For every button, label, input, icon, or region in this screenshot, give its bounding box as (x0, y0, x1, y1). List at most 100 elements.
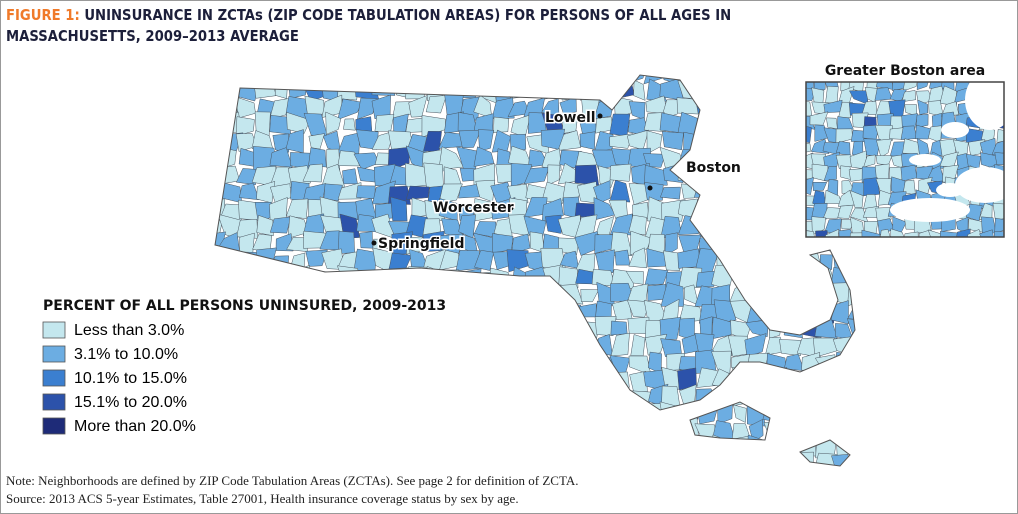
zcta-cell (563, 383, 580, 404)
zcta-cell (627, 129, 650, 151)
zcta-cell (327, 417, 344, 444)
zcta-cell (615, 406, 632, 427)
zcta-cell (511, 318, 528, 335)
zcta-cell (215, 315, 226, 342)
zcta-cell (710, 184, 737, 205)
zcta-cell (781, 453, 801, 466)
zcta-cell (215, 349, 223, 373)
zcta-cell (664, 232, 678, 257)
zcta-cell (729, 112, 747, 135)
zcta-cell (766, 470, 782, 492)
zcta-cell (731, 452, 753, 466)
zcta-cell (863, 154, 876, 168)
zcta-cell (798, 418, 818, 444)
zcta-cell (801, 385, 819, 408)
zcta-cell (575, 349, 599, 372)
zcta-cell (541, 285, 561, 303)
zcta-cell (663, 250, 683, 271)
zcta-cell (356, 185, 376, 200)
zcta-cell (218, 250, 240, 272)
zcta-cell (765, 215, 785, 238)
zcta-cell (629, 370, 648, 393)
zcta-cell (731, 423, 751, 444)
zcta-cell (357, 421, 379, 442)
zcta-cell (323, 317, 339, 336)
zcta-cell (353, 75, 375, 84)
zcta-cell (799, 282, 816, 304)
zcta-cell (901, 90, 917, 103)
zcta-cell (438, 183, 463, 204)
zcta-cell (745, 80, 769, 102)
zcta-cell (490, 435, 512, 457)
zcta-cell (890, 228, 905, 237)
zcta-cell (270, 266, 293, 288)
zcta-cell (609, 75, 634, 83)
zcta-cell (695, 455, 716, 466)
zcta-cell (353, 315, 376, 341)
zcta-cell (321, 75, 345, 85)
zcta-cell (766, 353, 788, 375)
zcta-cell (644, 453, 666, 466)
zcta-cell (215, 389, 222, 409)
zcta-cell (391, 315, 406, 336)
zcta-cell (557, 130, 582, 151)
zcta-cell (215, 75, 222, 86)
zcta-cell (255, 384, 273, 410)
zcta-cell (765, 146, 788, 169)
zcta-cell (783, 201, 804, 223)
zcta-cell (848, 401, 855, 420)
zcta-cell (474, 316, 499, 337)
zcta-cell (491, 97, 515, 119)
zcta-cell (762, 400, 786, 424)
zcta-cell (696, 470, 714, 492)
zcta-cell (797, 404, 818, 424)
zcta-cell (764, 182, 783, 205)
zcta-cell (460, 304, 479, 322)
zcta-cell (915, 124, 933, 140)
source: Source: 2013 ACS 5-year Estimates, Table… (6, 491, 519, 506)
zcta-cell (337, 437, 359, 459)
zcta-cell (425, 75, 441, 81)
zcta-cell (405, 78, 428, 100)
zcta-cell (626, 470, 649, 493)
zcta-cell (340, 367, 361, 391)
zcta-cell (559, 350, 584, 375)
zcta-cell (592, 370, 614, 386)
zcta-cell (716, 201, 737, 222)
zcta-cell (354, 351, 372, 372)
zcta-cell (767, 82, 788, 97)
zcta-cell (253, 247, 277, 273)
zcta-cell (218, 78, 238, 98)
legend-swatch (42, 393, 66, 411)
zcta-cell (779, 339, 801, 357)
zcta-cell (542, 336, 562, 357)
zcta-cell (215, 248, 227, 274)
zcta-cell (215, 270, 224, 289)
zcta-cell (778, 112, 805, 134)
zcta-cell (256, 419, 274, 443)
zcta-cell (423, 417, 445, 444)
zcta-cell (439, 419, 465, 437)
zcta-cell (811, 87, 825, 105)
zcta-cell (370, 452, 392, 466)
zcta-cell (506, 249, 529, 273)
zcta-cell (865, 368, 883, 391)
zcta-cell (848, 471, 869, 492)
zcta-cell (274, 83, 288, 99)
zcta-cell (806, 126, 812, 144)
zcta-cell (269, 216, 292, 234)
zcta-cell (388, 385, 413, 406)
zcta-cell (252, 265, 272, 286)
zcta-cell (529, 420, 543, 437)
zcta-cell (780, 281, 800, 308)
zcta-cell (508, 300, 531, 320)
zcta-cell (286, 373, 312, 390)
zcta-cell (492, 75, 513, 83)
zcta-cell (1006, 218, 1018, 233)
zcta-cell (831, 369, 854, 391)
zcta-cell (917, 99, 929, 115)
zcta-cell (647, 351, 662, 374)
zcta-cell (659, 186, 681, 200)
zcta-cell (475, 419, 498, 436)
